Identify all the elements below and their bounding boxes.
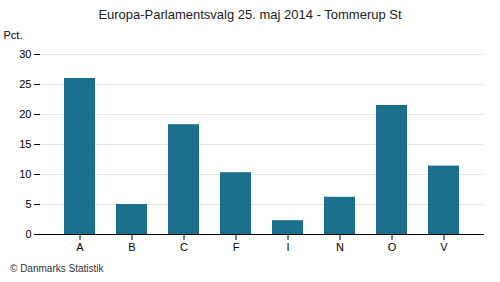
svg-text:V: V xyxy=(440,241,448,253)
svg-text:10: 10 xyxy=(19,168,31,180)
svg-text:30: 30 xyxy=(19,48,31,60)
html-text:Europa-Parlamentsvalg 25. maj: Europa-Parlamentsvalg 25. maj 2014 - Tom… xyxy=(98,7,402,22)
svg-text:Pct.: Pct. xyxy=(4,29,23,41)
svg-text:A: A xyxy=(76,241,84,253)
svg-text:25: 25 xyxy=(19,78,31,90)
svg-text:15: 15 xyxy=(19,138,31,150)
svg-text:N: N xyxy=(336,241,344,253)
svg-text:B: B xyxy=(128,241,135,253)
svg-text:C: C xyxy=(180,241,188,253)
svg-text:20: 20 xyxy=(19,108,31,120)
svg-text:I: I xyxy=(286,241,289,253)
svg-text:F: F xyxy=(233,241,240,253)
svg-text:0: 0 xyxy=(25,228,31,240)
svg-text:O: O xyxy=(388,241,397,253)
svg-text:5: 5 xyxy=(25,198,31,210)
html-text:© Danmarks Statistik: © Danmarks Statistik xyxy=(10,263,104,274)
